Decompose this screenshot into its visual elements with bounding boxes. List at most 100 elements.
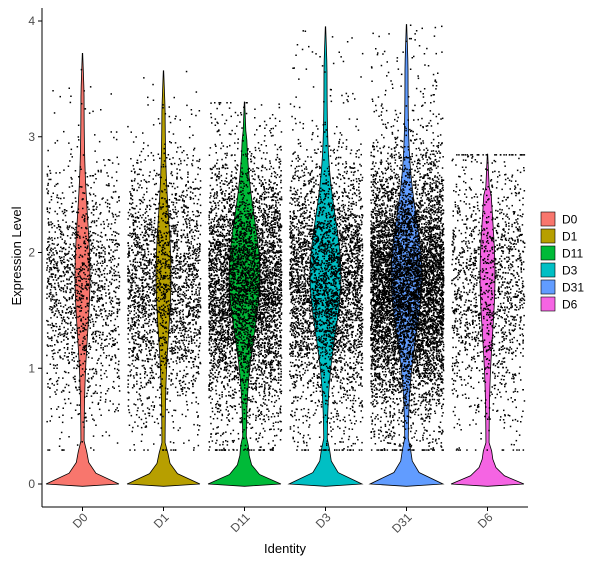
- data-point: [98, 408, 101, 411]
- data-point: [278, 146, 281, 149]
- data-point: [71, 335, 73, 338]
- data-point: [46, 267, 48, 269]
- data-point: [156, 325, 159, 327]
- data-point: [246, 348, 248, 350]
- data-point: [265, 188, 268, 190]
- data-point: [86, 288, 88, 291]
- data-point: [73, 306, 75, 309]
- data-point: [192, 219, 195, 222]
- data-point: [128, 279, 130, 281]
- data-point: [113, 387, 115, 389]
- data-point: [65, 270, 68, 272]
- data-point: [192, 374, 195, 377]
- data-point: [74, 271, 77, 273]
- data-point: [70, 95, 72, 97]
- data-point: [149, 332, 151, 334]
- data-point: [169, 210, 171, 212]
- data-point: [49, 345, 51, 347]
- data-point: [71, 329, 73, 331]
- data-point: [106, 273, 109, 275]
- data-point: [276, 153, 279, 156]
- data-point: [146, 233, 149, 236]
- data-point: [145, 345, 148, 347]
- data-point: [87, 324, 90, 327]
- data-point: [83, 192, 86, 194]
- data-point: [130, 324, 132, 327]
- data-point: [62, 306, 65, 308]
- data-point: [159, 231, 162, 234]
- data-point: [47, 336, 49, 338]
- data-point: [106, 376, 108, 378]
- data-point: [186, 284, 188, 287]
- data-point: [153, 288, 156, 291]
- data-point: [50, 261, 52, 263]
- data-point: [53, 254, 55, 256]
- data-point: [163, 293, 165, 295]
- data-point: [108, 293, 110, 295]
- data-point: [131, 185, 134, 187]
- data-point: [74, 190, 77, 192]
- data-point: [227, 289, 229, 291]
- data-point: [257, 225, 259, 228]
- data-point: [155, 208, 158, 210]
- data-point: [198, 337, 201, 339]
- data-point: [193, 365, 195, 368]
- data-point: [160, 166, 163, 168]
- data-point: [66, 348, 69, 351]
- data-point: [112, 380, 115, 383]
- data-point: [106, 335, 108, 337]
- data-point: [131, 363, 133, 365]
- data-point: [175, 273, 177, 275]
- data-point: [195, 222, 198, 224]
- data-point: [148, 283, 150, 285]
- data-point: [87, 373, 89, 375]
- data-point: [90, 286, 92, 288]
- data-point: [100, 391, 102, 394]
- data-point: [197, 188, 200, 190]
- data-point: [228, 380, 231, 382]
- data-point: [90, 250, 93, 252]
- data-point: [90, 346, 92, 348]
- data-point: [156, 332, 159, 335]
- data-point: [238, 322, 241, 324]
- data-point: [160, 267, 162, 269]
- data-point: [156, 418, 158, 420]
- data-point: [148, 277, 150, 280]
- data-point: [140, 297, 142, 299]
- data-point: [105, 323, 107, 325]
- data-point: [208, 248, 210, 250]
- data-point: [187, 181, 189, 183]
- data-point: [192, 283, 195, 285]
- data-point: [213, 225, 215, 227]
- data-point: [174, 345, 177, 347]
- data-point: [192, 251, 195, 253]
- data-point: [91, 200, 94, 202]
- data-point: [162, 415, 164, 418]
- data-point: [133, 317, 135, 319]
- data-point: [143, 234, 145, 236]
- data-point: [221, 263, 223, 266]
- data-point: [129, 348, 132, 350]
- data-point: [152, 320, 154, 323]
- data-point: [170, 225, 173, 227]
- data-point: [47, 386, 49, 388]
- data-point: [131, 279, 134, 281]
- data-point: [52, 90, 54, 92]
- data-point: [178, 347, 180, 350]
- data-point: [74, 222, 77, 225]
- data-point: [51, 239, 54, 241]
- data-point: [155, 361, 158, 364]
- data-point: [134, 299, 136, 301]
- data-point: [196, 273, 198, 275]
- data-point: [127, 272, 129, 274]
- data-point: [107, 184, 109, 187]
- data-point: [166, 232, 169, 235]
- data-point: [71, 221, 74, 223]
- data-point: [274, 338, 276, 341]
- data-point: [136, 367, 139, 369]
- data-point: [69, 282, 71, 285]
- data-point: [80, 103, 83, 105]
- data-point: [156, 234, 158, 237]
- data-point: [82, 327, 84, 329]
- data-point: [63, 449, 65, 451]
